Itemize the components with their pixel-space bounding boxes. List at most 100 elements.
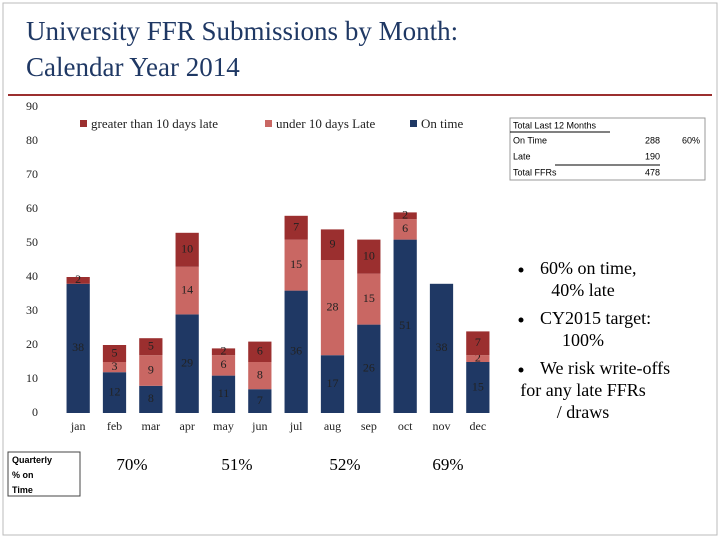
table-cell: Total FFRs [513,167,557,177]
bar-segment [139,385,163,413]
table-frame [509,117,706,181]
bar-segment [102,345,127,362]
segment-label: 2 [402,208,408,222]
table-cell: 288 [645,135,660,145]
x-tick-label: feb [107,419,122,433]
y-tick-label: 70 [26,167,38,181]
segment-label: 15 [290,257,302,271]
x-tick-label: jan [70,419,86,433]
legend-label: under 10 days Late [276,116,376,131]
bar-segment [429,283,454,413]
segment-label: 10 [181,242,193,256]
bullet-text: for any late FFRs [520,380,646,400]
bar-segment [357,273,381,325]
bullet-dot [518,367,524,373]
x-tick-label: may [213,419,234,433]
segment-label: 2 [221,344,227,358]
segment-label: 7 [293,219,299,233]
bar-segment [466,355,490,362]
x-tick-label: aug [324,419,341,433]
segment-label: 5 [148,338,154,352]
segment-label: 8 [148,391,154,405]
y-tick-label: 40 [26,269,38,283]
bar-segment [102,372,127,413]
quarter-value: 51% [221,455,252,474]
legend-label: greater than 10 days late [91,116,218,131]
table-cell: On Time [513,135,547,145]
legend-label: On time [421,116,463,131]
legend-swatch [265,120,272,127]
segment-label: 10 [363,248,375,262]
segment-label: 6 [257,344,263,358]
legend-swatch [80,120,87,127]
x-tick-label: jun [251,419,267,433]
segment-label: 38 [436,340,448,354]
bullet-text: 40% late [551,280,614,300]
segment-label: 14 [181,282,193,296]
bar-segment [211,355,236,376]
y-tick-label: 0 [32,405,38,419]
bar-segment [284,290,308,413]
quarter-box [7,451,81,497]
bar-segment [393,219,417,240]
bar-segment [175,232,199,267]
bar-segment [320,355,345,413]
x-tick-label: dec [470,419,487,433]
table-cell: Late [513,151,531,161]
bar-segment [320,229,345,260]
bullet-text: We risk write-offs [540,358,670,378]
bullet-text: 60% on time, [540,258,637,278]
quarter-value: 70% [116,455,147,474]
x-tick-label: jul [289,419,303,433]
table-cell: 60% [682,135,700,145]
bar-segment [248,389,272,413]
y-tick-label: 50 [26,235,38,249]
bar-segment [139,338,163,356]
segment-label: 8 [257,367,263,381]
bar-segment [248,362,272,390]
y-tick-label: 20 [26,337,38,351]
segment-label: 28 [327,299,339,313]
title-line: Calendar Year 2014 [26,52,240,82]
segment-label: 3 [112,359,118,373]
segment-label: 7 [257,393,263,407]
x-tick-label: mar [142,419,161,433]
segment-label: 15 [363,291,375,305]
legend-swatch [410,120,417,127]
segment-label: 17 [327,376,339,390]
bullet-text: CY2015 target: [540,308,651,328]
quarter-label: Quarterly% on Time [12,455,52,495]
bar-segment [248,341,272,362]
segment-label: 9 [148,362,154,376]
bar-segment [357,239,381,274]
bar-segment [466,331,490,356]
table-header: Total Last 12 Months [513,120,597,130]
bar-segment [66,277,90,284]
segment-label: 6 [221,357,227,371]
bullet-dot [518,317,524,323]
bar-segment [66,283,90,413]
bar-segment [284,239,308,291]
segment-label: 29 [181,355,193,369]
x-tick-label: nov [433,419,451,433]
bar-segment [466,362,490,413]
bar-segment [211,375,236,413]
y-tick-label: 30 [26,303,38,317]
bullet-text: / draws [557,402,610,422]
segment-label: 9 [330,236,336,250]
x-tick-label: sep [361,419,377,433]
segment-label: 6 [402,221,408,235]
bar-segment [357,324,381,413]
segment-label: 11 [218,386,230,400]
title-line: University FFR Submissions by Month: [26,16,458,46]
x-tick-label: apr [180,419,195,433]
y-tick-label: 10 [26,371,38,385]
table-cell: 478 [645,167,660,177]
bar-segment [284,215,308,240]
segment-label: 51 [399,318,411,332]
y-tick-label: 90 [26,99,38,113]
slide-frame [2,2,718,536]
segment-label: 15 [472,379,484,393]
bar-segment [175,266,199,315]
